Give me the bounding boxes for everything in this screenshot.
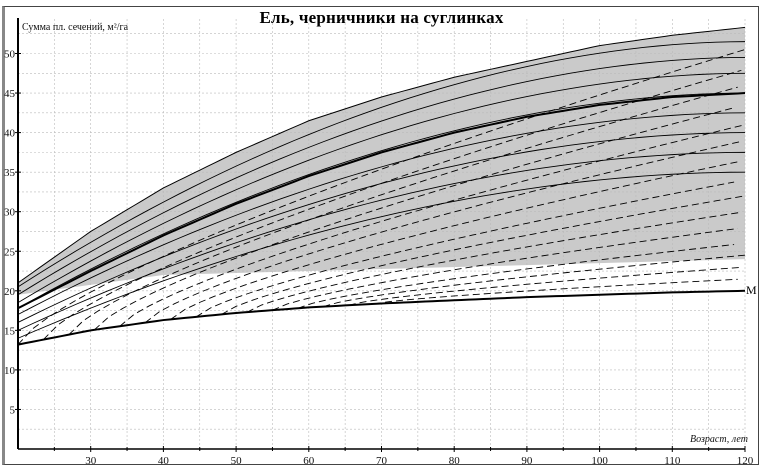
x-tick-label: 80 bbox=[449, 455, 461, 467]
dashed-curve bbox=[17, 49, 746, 345]
dashed-curve bbox=[297, 244, 735, 309]
dashed-curve bbox=[43, 69, 742, 340]
solid-curve bbox=[17, 112, 746, 315]
chart-title: Ель, черничники на суглинках bbox=[259, 8, 504, 27]
dashed-curve bbox=[374, 278, 738, 305]
curve-label-m: M bbox=[746, 283, 757, 297]
y-tick-label: 5 bbox=[10, 404, 16, 416]
y-tick-label: 30 bbox=[4, 207, 16, 219]
y-tick-label: 10 bbox=[4, 365, 16, 377]
series-upper-envelope bbox=[17, 26, 746, 284]
solid-curve bbox=[17, 72, 746, 304]
x-tick-label: 30 bbox=[85, 455, 97, 467]
solid-curve bbox=[17, 57, 746, 296]
solid-curve bbox=[17, 41, 746, 288]
x-tick-label: 90 bbox=[521, 455, 533, 467]
solid-curve bbox=[17, 151, 746, 331]
dashed-curve bbox=[170, 161, 738, 320]
series-M bbox=[17, 289, 746, 346]
dashed-curve bbox=[272, 228, 738, 311]
y-tick-label: 40 bbox=[4, 128, 16, 140]
x-tick-label: 60 bbox=[303, 455, 315, 467]
x-tick-label: 40 bbox=[158, 455, 170, 467]
x-tick-label: 100 bbox=[591, 455, 608, 467]
solid-curve bbox=[17, 92, 746, 309]
dashed-curve bbox=[348, 266, 742, 306]
x-tick-label: 50 bbox=[231, 455, 243, 467]
x-tick-label: 110 bbox=[664, 455, 681, 467]
dashed-curve bbox=[94, 107, 735, 331]
dashed-curve bbox=[68, 86, 738, 335]
dashed-curve bbox=[221, 195, 746, 315]
series-mean-curve bbox=[17, 92, 746, 310]
dashed-curve bbox=[195, 181, 735, 318]
y-tick-label: 45 bbox=[4, 88, 16, 100]
y-tick-label: 35 bbox=[4, 167, 16, 179]
y-tick-label: 50 bbox=[4, 49, 16, 61]
y-axis-label: Сумма пл. сечений, м²/га bbox=[22, 22, 129, 33]
dashed-curve bbox=[246, 211, 742, 313]
x-tick-label: 120 bbox=[737, 455, 754, 467]
dashed-curve bbox=[323, 254, 746, 308]
y-tick-label: 25 bbox=[4, 246, 16, 258]
y-tick-label: 20 bbox=[4, 286, 16, 298]
solid-curve bbox=[17, 171, 746, 339]
dashed-curve bbox=[119, 124, 746, 327]
solid-curve bbox=[17, 132, 746, 323]
x-axis-label: Возраст, лет bbox=[690, 434, 748, 445]
y-tick-label: 15 bbox=[4, 325, 16, 337]
dashed-curve bbox=[144, 140, 742, 323]
x-tick-label: 70 bbox=[376, 455, 388, 467]
